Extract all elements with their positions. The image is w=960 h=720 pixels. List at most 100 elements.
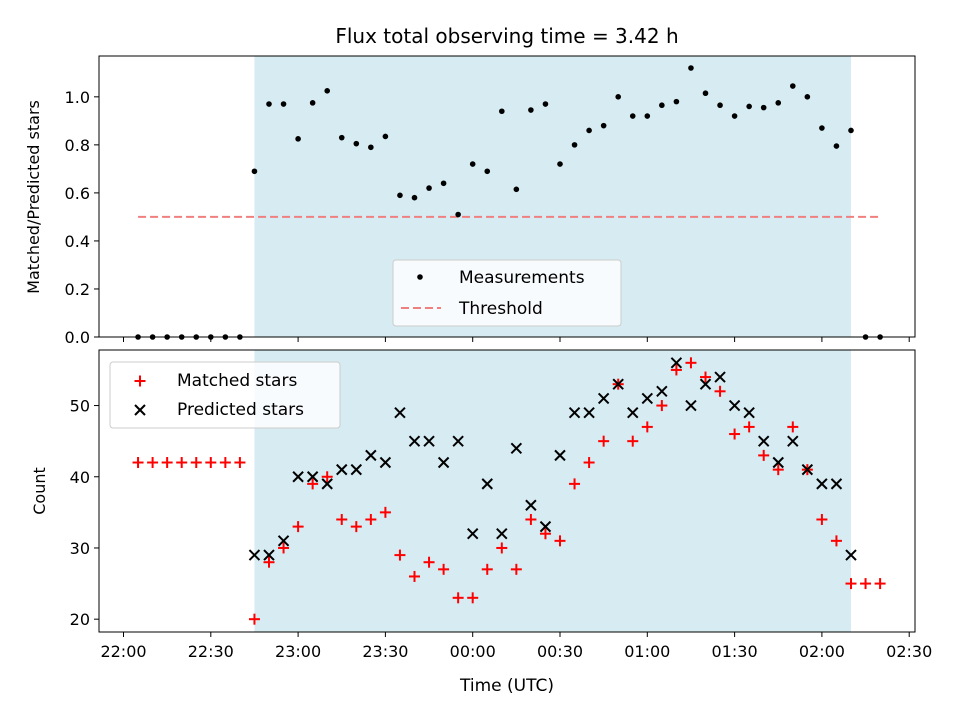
measurement-point <box>819 125 825 131</box>
cross-b <box>134 404 146 416</box>
matched-point <box>438 563 450 575</box>
measurement-point <box>368 144 374 151</box>
predicted-point <box>597 392 610 405</box>
matched-point <box>292 521 304 533</box>
predicted-point <box>539 520 552 533</box>
cross-b <box>583 406 595 419</box>
legend-measurements-marker <box>417 274 423 280</box>
predicted-point <box>365 449 377 462</box>
cross-b <box>641 392 654 405</box>
cross-b <box>597 392 610 405</box>
measurement-point <box>280 101 287 107</box>
measurement-point <box>746 103 752 110</box>
predicted-point <box>452 435 464 447</box>
measurement-point <box>484 168 491 175</box>
matched-point <box>132 457 144 469</box>
predicted-point <box>670 357 683 369</box>
cross-b <box>670 357 683 369</box>
measurement-point <box>440 180 447 187</box>
measurement-point <box>251 168 258 175</box>
matched-point <box>161 457 173 469</box>
legend-measurements-label: Measurements <box>459 268 585 288</box>
top-y-ticks: 0.0 0.2 0.4 0.6 0.8 1.0 <box>65 88 99 347</box>
measurement-point <box>644 113 651 119</box>
x-tick-label: 23:30 <box>362 642 408 661</box>
matched-point <box>423 556 435 568</box>
ratio-panel: 0.0 0.2 0.4 0.6 0.8 1.0 Flux total observing … <box>24 24 916 347</box>
x-tick-label: 22:00 <box>100 642 146 661</box>
matched-point <box>176 457 188 469</box>
measurement-point <box>804 94 811 100</box>
measurement-point <box>790 83 796 89</box>
cross-b <box>525 499 537 511</box>
measurement-point <box>659 102 665 109</box>
x-tick-label: 22:30 <box>188 642 234 661</box>
legend-threshold-label: Threshold <box>458 299 543 319</box>
legend-matched-label: Matched stars <box>177 371 297 391</box>
matched-point <box>147 457 159 469</box>
x-tick-label: 01:30 <box>712 642 758 661</box>
bottom-legend: Matched stars Predicted stars <box>109 361 341 429</box>
predicted-point <box>612 378 624 390</box>
predicted-point <box>641 392 654 405</box>
cross-b <box>568 406 581 419</box>
matched-point <box>219 457 231 469</box>
measurement-point <box>542 101 549 107</box>
cross-b <box>510 442 523 454</box>
x-tick-label: 02:00 <box>799 642 845 661</box>
matched-point <box>321 471 333 483</box>
predicted-point <box>292 471 304 483</box>
predicted-point <box>699 378 712 390</box>
x-tick-label: 00:30 <box>537 642 583 661</box>
cross-b <box>263 549 275 561</box>
chart-title: Flux total observing time = 3.42 h <box>335 24 678 48</box>
matched-point <box>860 578 872 590</box>
y-tick-label: 40 <box>70 468 90 487</box>
predicted-point <box>394 406 406 419</box>
cross-b <box>423 435 435 447</box>
cross-b <box>248 549 261 561</box>
matched-point <box>816 513 828 525</box>
predicted-point <box>743 406 755 419</box>
matched-point <box>670 364 682 376</box>
cross-b <box>627 406 639 419</box>
cross-b <box>539 520 552 533</box>
predicted-point <box>321 478 333 490</box>
matched-point <box>787 421 799 433</box>
x-tick-label: 23:00 <box>275 642 321 661</box>
count-panel: 20 30 40 50 22:00 22:30 23:00 23:30 00:00 00:30 0… <box>30 349 932 696</box>
matched-point <box>336 513 348 525</box>
cross-b <box>365 449 377 462</box>
cross-b <box>306 471 319 483</box>
cross-b <box>452 435 464 447</box>
matched-point <box>845 578 857 590</box>
measurement-point <box>673 98 680 105</box>
measurement-point <box>309 100 316 106</box>
matched-point <box>830 535 842 547</box>
matched-point <box>394 549 406 561</box>
matched-point <box>539 528 551 540</box>
y-tick-label: 30 <box>70 539 90 558</box>
measurement-point <box>775 100 782 106</box>
predicted-point <box>757 435 770 447</box>
predicted-point <box>379 456 392 469</box>
matched-point <box>685 357 697 369</box>
cross-b <box>743 406 755 419</box>
cross-b <box>496 528 508 540</box>
cross-b <box>656 385 668 398</box>
predicted-point <box>728 399 741 412</box>
matched-point <box>510 563 522 575</box>
measurement-point <box>717 102 723 109</box>
cross-b <box>830 478 843 490</box>
y-tick-label: 0.0 <box>65 328 90 347</box>
legend-plus <box>134 375 146 387</box>
y-tick-label: 50 <box>70 397 90 416</box>
matched-point <box>641 421 653 433</box>
y-tick-label: 1.0 <box>65 88 90 107</box>
matched-point <box>772 464 784 476</box>
bottom-axes-frame <box>98 349 916 633</box>
measurement-point <box>353 140 360 147</box>
cross-b <box>292 471 304 483</box>
cross-b <box>816 478 828 490</box>
matched-point <box>656 400 668 412</box>
